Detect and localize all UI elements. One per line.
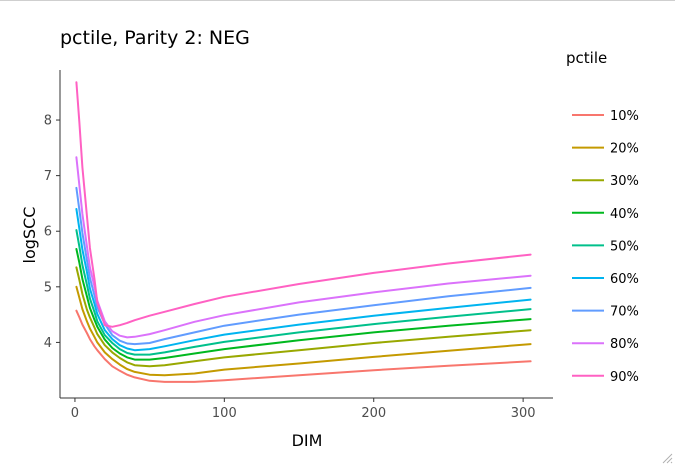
x-tick-label: 0 [71,406,79,421]
series-lines [75,81,532,383]
legend-item: 90% [572,370,639,385]
y-axis-ticks: 4 5 6 7 8 [44,114,60,351]
legend-item: 30% [572,174,639,189]
legend-label: 40% [610,207,639,222]
y-tick-label: 5 [44,280,52,295]
legend-label: 10% [610,109,639,124]
y-axis-title: logSCC [20,207,39,264]
legend-label: 60% [610,272,639,287]
legend-item: 80% [572,337,639,352]
legend-item: 40% [572,207,639,222]
series-line-20pct [75,285,532,377]
y-tick-label: 4 [44,336,52,351]
legend-item: 10% [572,109,639,124]
x-axis-title: DIM [292,431,323,450]
series-line-80pct [75,156,532,339]
legend-label: 80% [610,337,639,352]
x-tick-label: 300 [511,406,536,421]
legend-label: 70% [610,305,639,320]
x-axis-ticks: 0 100 200 300 [71,398,536,421]
legend-label: 90% [610,370,639,385]
series-line-60pct [75,208,532,352]
series-line-50pct [75,229,532,356]
legend-item: 60% [572,272,639,287]
legend-item: 20% [572,142,639,157]
legend-label: 50% [610,239,639,254]
x-tick-label: 100 [212,406,237,421]
series-line-10pct [75,309,532,383]
legend-label: 30% [610,174,639,189]
resize-grip-icon[interactable] [661,452,673,464]
x-tick-label: 200 [361,406,386,421]
legend-item: 50% [572,239,639,254]
series-line-90pct [75,81,532,328]
window-top-border [0,0,675,1]
chart-title: pctile, Parity 2: NEG [60,27,250,49]
y-tick-label: 8 [44,114,52,129]
y-tick-label: 6 [44,225,52,240]
series-line-30pct [75,266,532,368]
legend-label: 20% [610,142,639,157]
series-line-70pct [75,186,532,346]
legend-item: 70% [572,305,639,320]
y-tick-label: 7 [44,169,52,184]
legend: pctile 10% 20% 30% 40% 50% 60% 70% 80% 90% [566,49,639,385]
legend-title: pctile [566,49,607,67]
legend-items: 10% 20% 30% 40% 50% 60% 70% 80% 90% [572,109,639,385]
plot-area: 4 5 6 7 8 0 100 200 300 [44,70,553,421]
series-line-40pct [75,248,532,361]
